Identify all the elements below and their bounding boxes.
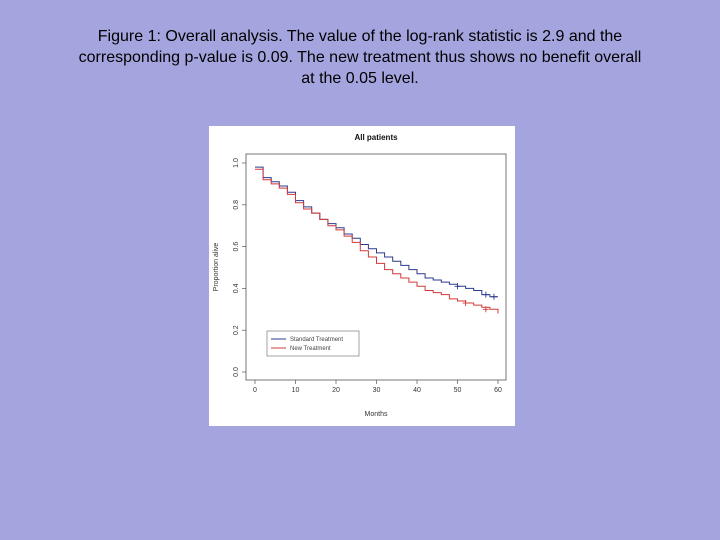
y-tick-label: 0.0 (233, 367, 240, 377)
series-line-new-treatment (255, 168, 499, 314)
y-tick-label: 0.8 (233, 200, 240, 210)
chart-title: All patients (354, 133, 398, 142)
x-tick-label: 50 (454, 387, 462, 394)
y-axis: 0.0 0.2 0.4 0.6 0.8 1.0 (233, 158, 246, 377)
censor-mark (490, 293, 497, 300)
y-tick-label: 1.0 (233, 158, 240, 168)
caption-line-3: at the 0.05 level. (301, 70, 419, 87)
survival-chart: All patients 0 10 20 30 40 50 60 0.00.20.40.60… (213, 133, 507, 418)
x-axis-label: Months (365, 411, 388, 418)
y-tick-label: 0.6 (233, 242, 240, 252)
y-tick-label: 0.4 (233, 283, 240, 293)
y-tick-label: 0.2 (233, 325, 240, 335)
series-layer (255, 166, 499, 314)
x-axis: 0 10 20 30 40 50 60 (253, 380, 502, 394)
x-tick-label: 10 (292, 387, 300, 394)
caption-line-2: corresponding p-value is 0.09. The new t… (78, 49, 642, 66)
censor-mark (462, 300, 469, 307)
x-tick-label: 20 (332, 387, 340, 394)
censor-layer (454, 283, 497, 313)
censor-mark (482, 306, 489, 313)
legend-label-standard: Standard Treatment (290, 337, 343, 343)
legend: Standard Treatment New Treatment (266, 330, 360, 357)
survival-chart-figure: All patients 0 10 20 30 40 50 60 0.0 0.2 0.4 0.6 0… (209, 126, 515, 426)
y-axis-label: Proportion alive (213, 243, 220, 292)
caption-line-1: Figure 1: Overall analysis. The value of… (97, 28, 623, 45)
x-tick-label: 30 (373, 387, 381, 394)
censor-mark (454, 283, 461, 290)
x-tick-label: 60 (494, 387, 502, 394)
x-tick-label: 0 (253, 387, 257, 394)
legend-label-new: New Treatment (290, 346, 331, 352)
figure-caption: Figure 1: Overall analysis. The value of… (20, 26, 700, 89)
series-line-standard-treatment (255, 166, 498, 298)
x-tick-label: 40 (413, 387, 421, 394)
legend-box (266, 330, 360, 357)
plot-frame (245, 153, 507, 381)
censor-mark (482, 291, 489, 298)
